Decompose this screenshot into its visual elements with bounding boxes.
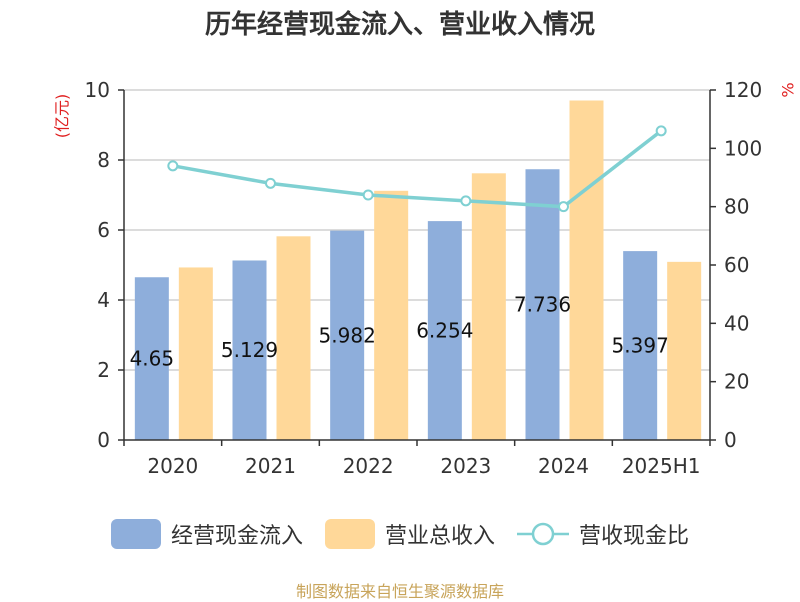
bar-cash-inflow xyxy=(232,260,267,440)
bar-cash-inflow xyxy=(525,169,560,441)
left-tick-label: 0 xyxy=(97,428,110,452)
data-label-cash-inflow: 6.254 xyxy=(416,319,473,343)
left-axis-unit: (亿元) xyxy=(53,94,72,139)
legend: 经营现金流入 营业总收入 营收现金比 xyxy=(0,514,800,554)
left-tick-label: 10 xyxy=(85,78,110,102)
x-tick-label: 2023 xyxy=(440,454,491,478)
bar-revenue xyxy=(374,190,409,440)
bar-revenue xyxy=(667,261,702,440)
legend-item-ratio[interactable]: 营收现金比 xyxy=(517,518,689,550)
bar-revenue xyxy=(471,173,506,441)
right-tick-label: 60 xyxy=(724,253,749,277)
left-tick-label: 6 xyxy=(97,218,110,242)
right-tick-label: 0 xyxy=(724,428,737,452)
source-note: 制图数据来自恒生聚源数据库 xyxy=(295,582,504,601)
right-tick-label: 120 xyxy=(724,78,762,102)
point-ratio xyxy=(460,195,472,207)
bar-cash-inflow xyxy=(134,277,169,440)
data-label-cash-inflow: 7.736 xyxy=(514,293,571,317)
point-ratio xyxy=(558,201,569,213)
legend-label-cash-inflow: 经营现金流入 xyxy=(170,524,303,549)
point-ratio xyxy=(167,160,179,172)
bar-revenue xyxy=(569,100,604,440)
x-tick-label: 2020 xyxy=(147,454,198,478)
chart-title: 历年经营现金流入、营业收入情况 xyxy=(204,10,595,40)
bar-cash-inflow xyxy=(623,251,658,440)
bar-revenue xyxy=(178,267,213,440)
bar-cash-inflow xyxy=(330,230,365,440)
x-tick-label: 2024 xyxy=(538,454,589,478)
right-tick-label: 80 xyxy=(724,195,749,219)
legend-label-ratio: 营收现金比 xyxy=(579,524,690,549)
bar-revenue xyxy=(276,236,311,440)
data-label-cash-inflow: 5.982 xyxy=(319,323,376,347)
x-tick-label: 2022 xyxy=(343,454,394,478)
line-ratio xyxy=(172,129,663,209)
right-tick-label: 40 xyxy=(724,311,749,335)
legend-item-cash-inflow[interactable]: 经营现金流入 xyxy=(110,518,303,550)
legend-label-revenue: 营业总收入 xyxy=(384,524,495,549)
legend-swatch-cash-inflow xyxy=(110,519,161,549)
legend-item-revenue[interactable]: 营业总收入 xyxy=(324,518,495,550)
left-tick-label: 8 xyxy=(97,148,110,172)
legend-swatch-revenue xyxy=(324,519,375,549)
data-label-cash-inflow: 5.397 xyxy=(612,334,669,358)
right-axis-unit: % xyxy=(779,82,798,97)
point-ratio xyxy=(362,189,374,201)
x-tick-label: 2021 xyxy=(245,454,296,478)
legend-line-marker-icon xyxy=(517,522,569,546)
point-ratio xyxy=(265,177,276,189)
right-tick-label: 100 xyxy=(724,136,762,160)
data-label-cash-inflow: 4.65 xyxy=(130,347,175,371)
right-tick-label: 20 xyxy=(724,370,749,394)
point-ratio xyxy=(655,125,667,137)
x-tick-label: 2025H1 xyxy=(622,454,701,478)
left-tick-label: 4 xyxy=(97,288,110,312)
bar-cash-inflow xyxy=(427,221,462,440)
left-tick-label: 2 xyxy=(97,358,110,382)
data-label-cash-inflow: 5.129 xyxy=(221,338,278,362)
